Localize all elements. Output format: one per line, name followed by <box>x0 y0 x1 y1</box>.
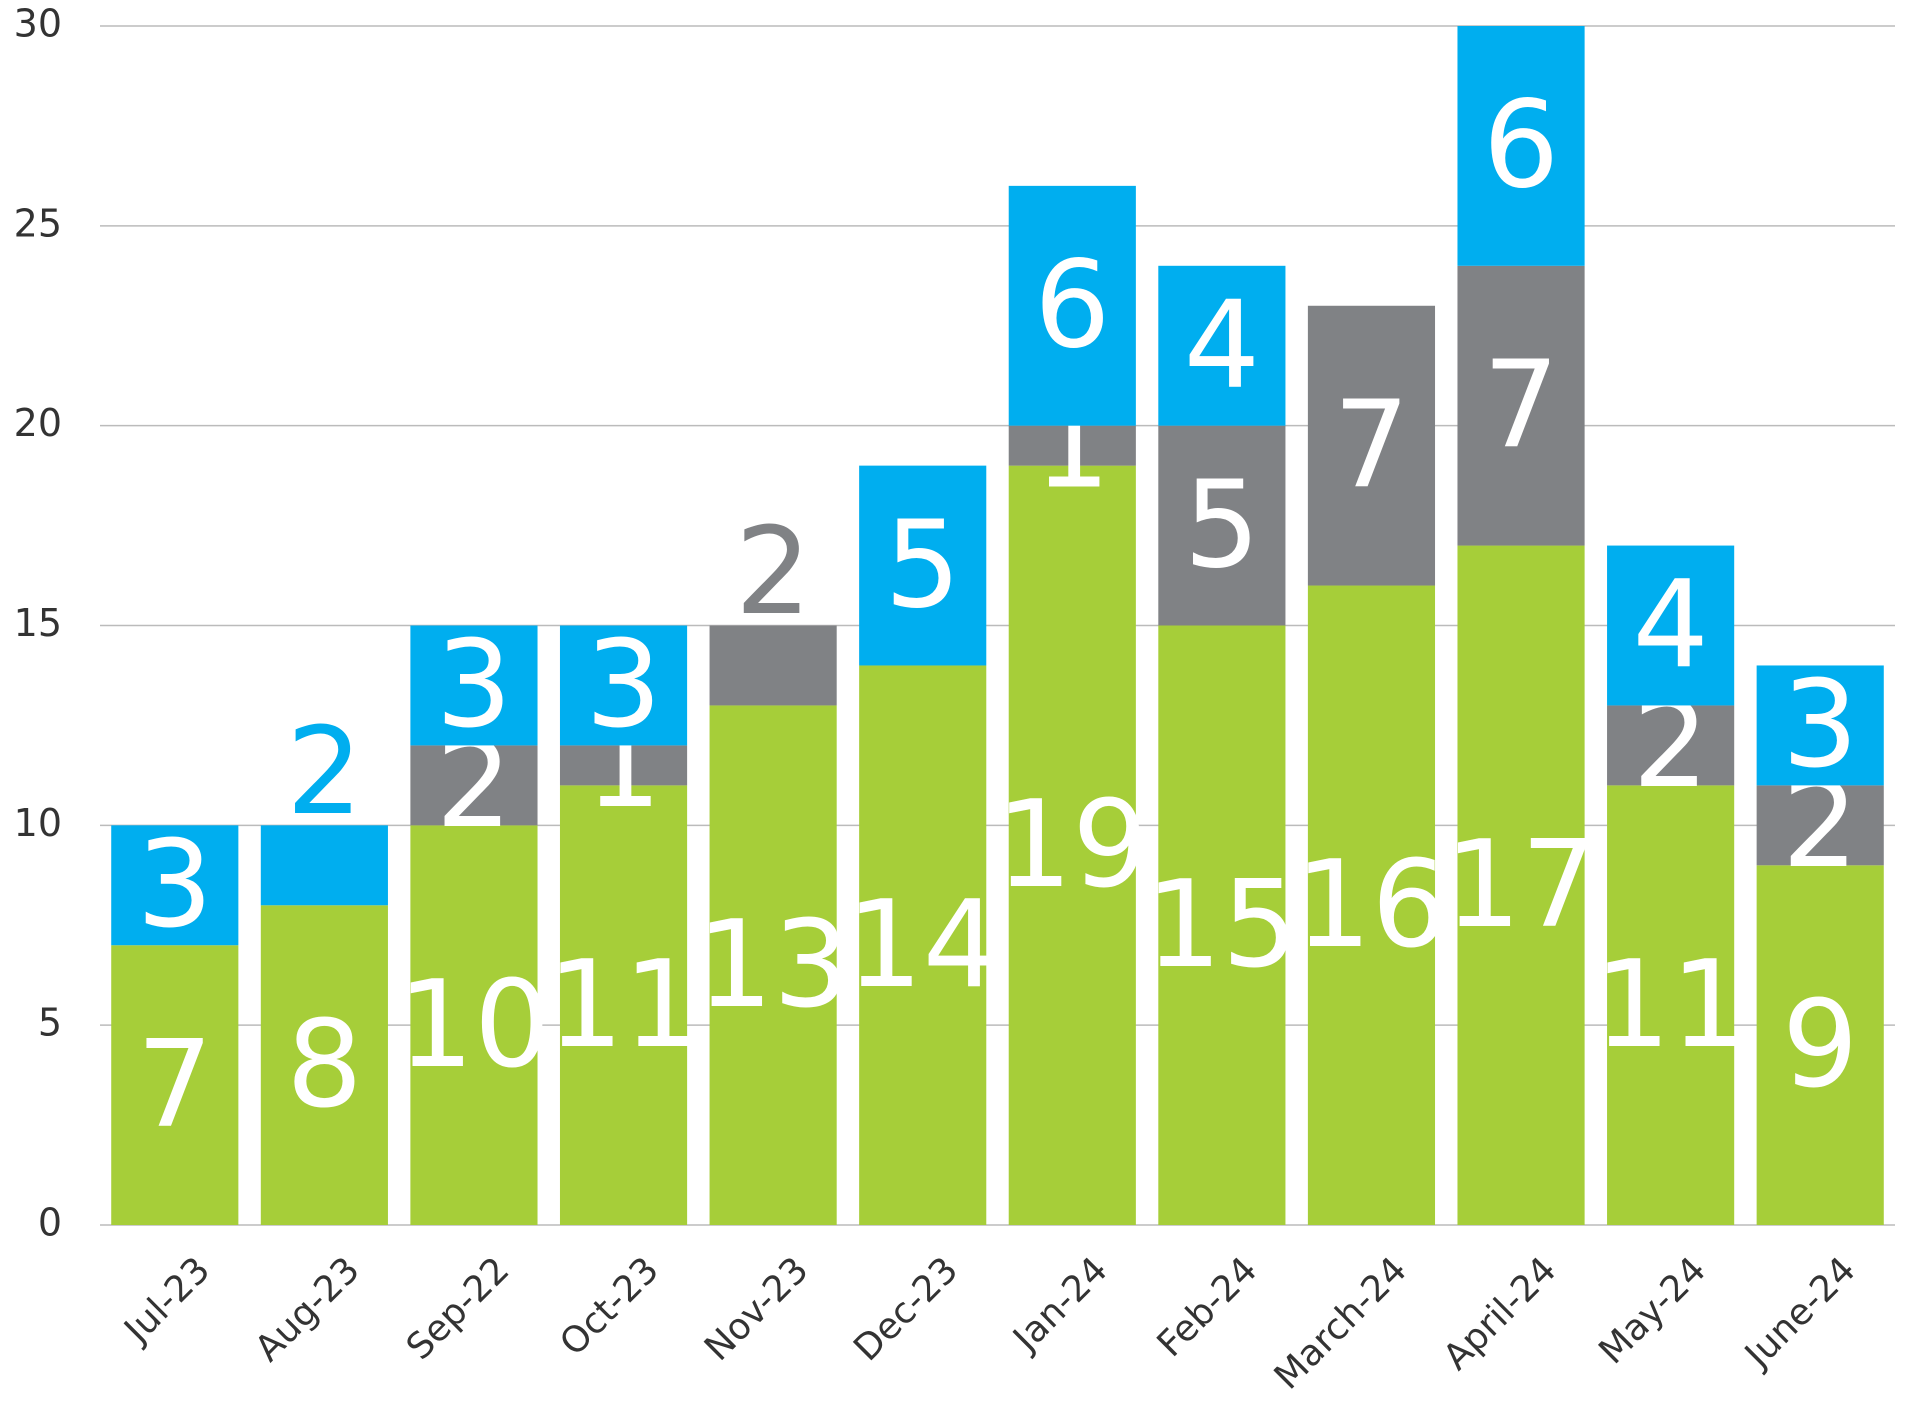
value-label: 17 <box>1445 816 1598 955</box>
x-tick-label: Oct-23 <box>552 1249 667 1364</box>
bar-segment <box>1607 785 1735 1225</box>
bar-segment <box>410 745 538 826</box>
bar-segment <box>1158 265 1286 426</box>
x-tick-label: May-24 <box>1591 1249 1714 1372</box>
value-label: 7 <box>1333 376 1409 515</box>
bar-segment <box>1756 665 1884 786</box>
bar-segment <box>559 785 688 1225</box>
bar-segment <box>1307 305 1436 586</box>
value-label: 7 <box>137 1016 213 1155</box>
bar-segment <box>859 465 987 666</box>
value-label: 6 <box>1483 77 1559 216</box>
bar-segment <box>111 825 239 946</box>
y-tick-label: 15 <box>14 601 62 645</box>
value-label: 3 <box>585 616 661 755</box>
y-tick-label: 25 <box>14 201 62 245</box>
value-label: 10 <box>398 956 551 1095</box>
value-label: 8 <box>286 996 362 1135</box>
bar-segment <box>1756 785 1884 866</box>
bar-segment <box>1008 185 1136 426</box>
bar-segment <box>1158 625 1286 1225</box>
x-tick-label: Nov-23 <box>697 1249 817 1369</box>
bar-segment <box>1457 265 1585 546</box>
value-label: 4 <box>1184 276 1260 415</box>
x-tick-label: Aug-23 <box>248 1249 368 1369</box>
bar-segment <box>1158 425 1286 626</box>
bar-segment <box>1457 545 1585 1225</box>
bar-segment <box>709 625 837 706</box>
x-tick-label: Feb-24 <box>1150 1249 1266 1365</box>
x-tick-label: Sep-22 <box>399 1249 518 1368</box>
y-tick-label: 0 <box>38 1201 62 1245</box>
bar-segment <box>709 705 837 1225</box>
value-label: 3 <box>1782 656 1858 795</box>
bar-segment <box>1307 585 1436 1225</box>
bar-segment <box>1756 865 1884 1225</box>
x-tick-label: Jul-23 <box>116 1249 219 1352</box>
x-tick-label: March-24 <box>1267 1249 1415 1397</box>
value-label: 19 <box>996 776 1149 915</box>
x-tick-label: June-24 <box>1736 1249 1863 1376</box>
x-tick-label: Jan-24 <box>1005 1249 1116 1360</box>
y-tick-label: 5 <box>38 1001 62 1045</box>
value-label: 5 <box>885 496 961 635</box>
bar-segment <box>559 745 688 786</box>
y-tick-label: 30 <box>14 2 62 46</box>
bar-segment <box>410 825 538 1225</box>
bar-segment <box>111 945 239 1225</box>
bar-segment <box>1008 465 1136 1226</box>
bar-segment <box>410 625 538 746</box>
y-tick-label: 20 <box>14 401 62 445</box>
bar-segment <box>1607 705 1735 786</box>
value-label: 11 <box>1594 936 1747 1075</box>
value-label: 16 <box>1295 836 1448 975</box>
value-label: 6 <box>1034 236 1110 375</box>
bar-segment <box>1607 545 1735 706</box>
x-tick-label: Dec-23 <box>846 1249 966 1369</box>
y-tick-label: 10 <box>14 801 62 845</box>
bar-segment <box>559 625 688 746</box>
value-label: 2 <box>286 703 362 842</box>
value-label: 15 <box>1146 856 1299 995</box>
bar-segment <box>260 825 388 906</box>
bar-segment <box>1008 425 1136 466</box>
value-label: 3 <box>436 616 512 755</box>
bar-segment <box>859 665 987 1225</box>
value-label: 2 <box>735 503 811 642</box>
bar-segment <box>1457 26 1585 266</box>
value-label: 14 <box>846 876 999 1015</box>
x-tick-label: April-24 <box>1436 1249 1565 1378</box>
bar-segment <box>260 905 388 1225</box>
value-label: 13 <box>697 896 850 1035</box>
value-label: 11 <box>547 936 700 1075</box>
value-label: 9 <box>1782 976 1858 1115</box>
value-label: 7 <box>1483 336 1559 475</box>
value-label: 5 <box>1184 456 1260 595</box>
value-label: 4 <box>1632 556 1708 695</box>
value-label: 3 <box>137 816 213 955</box>
